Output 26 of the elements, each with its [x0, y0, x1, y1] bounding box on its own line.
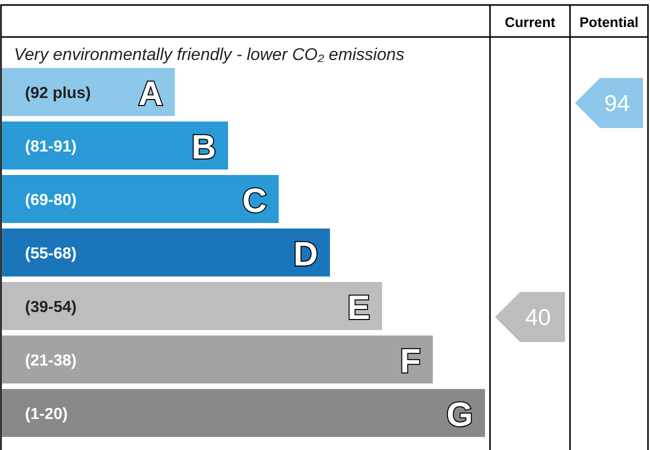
annotation: A	[138, 75, 163, 113]
annotation: C	[242, 182, 267, 220]
bar	[2, 228, 330, 276]
text: 40	[525, 304, 551, 330]
y-tick-label: (39-54)	[25, 299, 77, 316]
y-tick-label: (92 plus)	[25, 85, 91, 102]
bar	[2, 282, 382, 330]
chart-title: Very environmentally friendly - lower CO₂ emissions	[14, 45, 405, 64]
annotation: G	[446, 396, 473, 434]
bar	[2, 122, 228, 170]
text: Current	[504, 14, 556, 30]
y-tick-label: (1-20)	[25, 406, 68, 423]
y-tick-label: (69-80)	[25, 192, 77, 209]
y-tick-label: (81-91)	[25, 138, 77, 156]
y-tick-label: (21-38)	[25, 352, 77, 370]
annotation: F	[400, 342, 421, 380]
annotation: D	[293, 236, 318, 274]
bar	[2, 336, 433, 384]
annotation: E	[347, 289, 370, 327]
text: Potential	[579, 14, 639, 30]
bar	[2, 68, 175, 116]
y-tick-label: (55-68)	[25, 246, 77, 262]
bar	[2, 175, 279, 223]
text: 94	[604, 90, 630, 116]
bar	[2, 389, 485, 437]
annotation: B	[191, 128, 216, 166]
